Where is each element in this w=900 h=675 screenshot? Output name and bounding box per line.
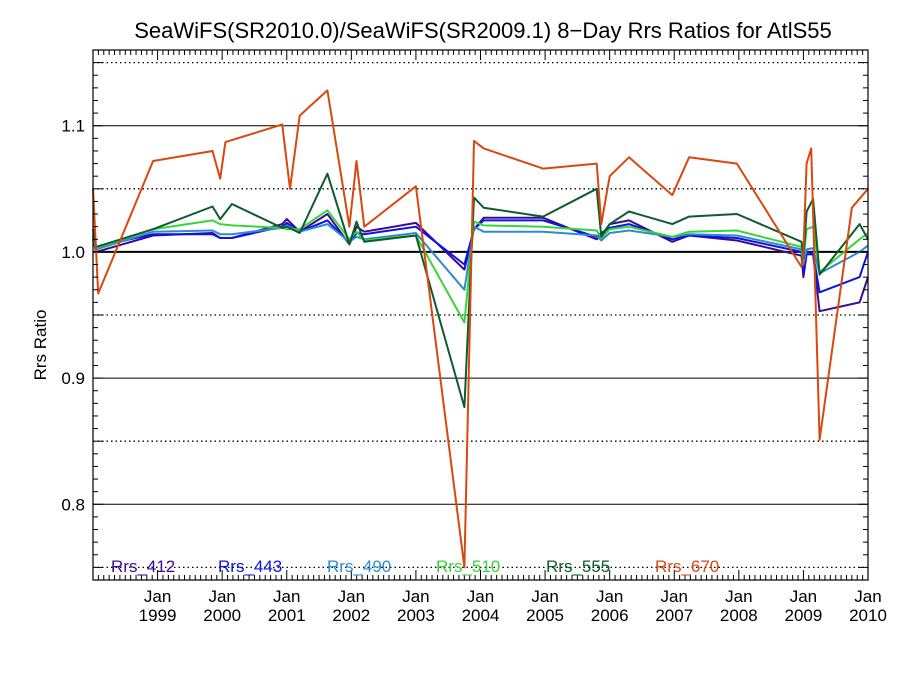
series-line-rrs_510 — [92, 209, 869, 324]
y-tick-label: 0.8 — [61, 495, 85, 514]
x-tick-label-month: Jan — [531, 587, 558, 606]
x-tick-label-month: Jan — [596, 587, 623, 606]
x-tick-label-month: Jan — [208, 587, 235, 606]
series-lines — [92, 89, 869, 569]
x-tick-label-year: 2009 — [785, 606, 823, 625]
y-tick-label: 1.1 — [61, 117, 85, 136]
legend-item-rrs_555: Rrs_555 — [546, 557, 610, 576]
x-tick-label-year: 2002 — [332, 606, 370, 625]
legend: Rrs_412 Rrs_443 Rrs_490 Rrs_510 Rrs_555 Rrs_6… — [111, 557, 719, 576]
series-line-rrs_555 — [92, 172, 869, 409]
chart-title: SeaWiFS(SR2010.0)/SeaWiFS(SR2009.1) 8−Da… — [134, 18, 832, 43]
legend-item-rrs_490: Rrs_490 — [327, 557, 391, 576]
legend-item-rrs_510: Rrs_510 — [436, 557, 500, 576]
x-tick-label-month: Jan — [338, 587, 365, 606]
legend-item-rrs_412: Rrs_412 — [111, 557, 175, 576]
y-tick-label: 0.9 — [61, 369, 85, 388]
x-tick-label-month: Jan — [725, 587, 752, 606]
series-line-rrs_443 — [92, 219, 869, 294]
x-tick-label-month: Jan — [467, 587, 494, 606]
x-tick-label-year: 2007 — [655, 606, 693, 625]
gridlines — [93, 61, 868, 569]
x-tick-label-month: Jan — [402, 587, 429, 606]
x-tick-label-year: 2008 — [720, 606, 758, 625]
x-tick-label-year: 2000 — [203, 606, 241, 625]
series-line-rrs_412 — [92, 213, 869, 313]
x-tick-label-year: 2006 — [591, 606, 629, 625]
y-tick-label: 1.0 — [61, 243, 85, 262]
x-tick-label-year: 2004 — [462, 606, 500, 625]
legend-item-rrs_443: Rrs_443 — [218, 557, 282, 576]
x-tick-label-year: 2003 — [397, 606, 435, 625]
x-tick-label-year: 2010 — [849, 606, 887, 625]
legend-item-rrs_670: Rrs_670 — [655, 557, 719, 576]
x-tick-label-month: Jan — [144, 587, 171, 606]
x-tick-label-year: 2001 — [268, 606, 306, 625]
x-tick-label-month: Jan — [854, 587, 881, 606]
x-tick-label-year: 1999 — [139, 606, 177, 625]
axes: 0.80.91.01.1Jan1999Jan2000Jan2001Jan2002… — [61, 49, 887, 625]
series-line-rrs_670 — [92, 89, 869, 569]
x-tick-label-month: Jan — [790, 587, 817, 606]
y-axis-label: Rrs Ratio — [31, 310, 50, 381]
x-tick-label-year: 2005 — [526, 606, 564, 625]
x-tick-label-month: Jan — [661, 587, 688, 606]
x-tick-label-month: Jan — [273, 587, 300, 606]
